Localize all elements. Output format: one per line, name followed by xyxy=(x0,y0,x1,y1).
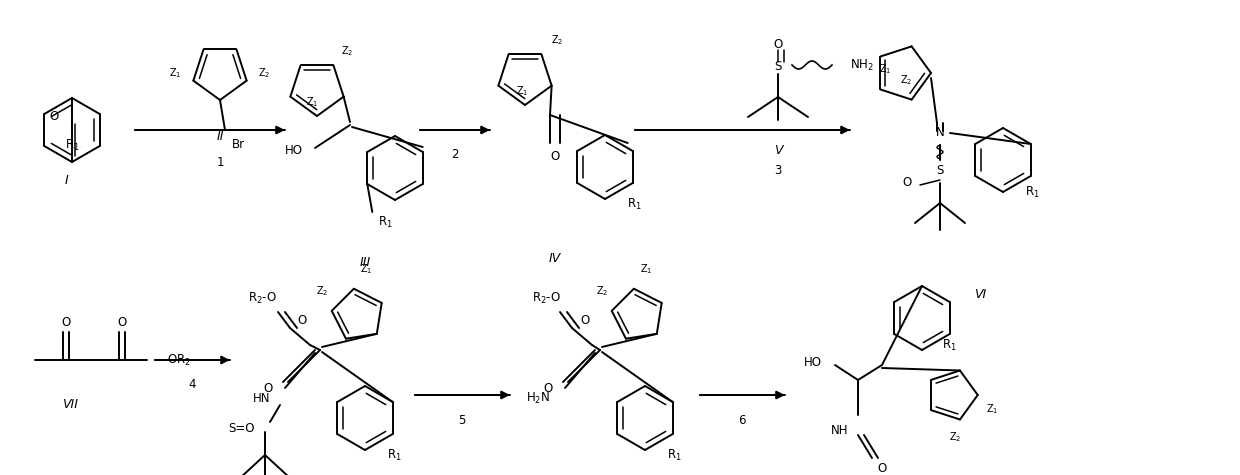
Text: O: O xyxy=(298,314,306,326)
Text: S: S xyxy=(936,163,944,177)
Text: Z$_2$: Z$_2$ xyxy=(900,73,913,86)
Text: R$_1$: R$_1$ xyxy=(64,137,79,152)
Text: Br: Br xyxy=(232,139,244,152)
Text: O: O xyxy=(263,381,273,395)
Text: NH$_2$: NH$_2$ xyxy=(849,57,874,73)
Text: 4: 4 xyxy=(188,379,196,391)
Text: O: O xyxy=(580,314,590,326)
Text: II: II xyxy=(216,131,223,143)
Text: 2: 2 xyxy=(451,149,459,162)
Text: Z$_1$: Z$_1$ xyxy=(879,63,892,76)
Text: R$_1$: R$_1$ xyxy=(378,214,393,229)
Text: Z$_2$: Z$_2$ xyxy=(595,284,608,298)
Text: Z$_1$: Z$_1$ xyxy=(640,262,652,276)
Text: R$_1$: R$_1$ xyxy=(387,447,402,463)
Text: O: O xyxy=(903,177,911,190)
Text: Z$_1$: Z$_1$ xyxy=(516,84,528,98)
Text: Z$_2$: Z$_2$ xyxy=(315,284,327,298)
Text: R$_1$: R$_1$ xyxy=(627,197,642,211)
Text: O: O xyxy=(878,462,887,475)
Text: 1: 1 xyxy=(216,155,223,169)
Text: Z$_1$: Z$_1$ xyxy=(306,95,319,109)
Text: O: O xyxy=(61,315,71,329)
Text: OR$_2$: OR$_2$ xyxy=(167,352,191,368)
Text: O: O xyxy=(50,110,58,123)
Text: R$_1$: R$_1$ xyxy=(667,447,682,463)
Text: Z$_1$: Z$_1$ xyxy=(169,66,181,79)
Text: IV: IV xyxy=(549,251,562,265)
Text: O: O xyxy=(118,315,126,329)
Text: R$_1$: R$_1$ xyxy=(1025,184,1040,200)
Text: 3: 3 xyxy=(774,163,781,177)
Text: Z$_2$: Z$_2$ xyxy=(258,66,270,79)
Text: 5: 5 xyxy=(459,414,466,427)
Text: R$_1$: R$_1$ xyxy=(942,337,957,352)
Text: Z$_2$: Z$_2$ xyxy=(949,431,961,445)
Text: VII: VII xyxy=(62,399,78,411)
Text: R$_2$-O: R$_2$-O xyxy=(248,290,277,305)
Text: Z$_1$: Z$_1$ xyxy=(986,402,998,416)
Text: 6: 6 xyxy=(738,414,745,427)
Text: N: N xyxy=(936,126,945,140)
Text: H$_2$N: H$_2$N xyxy=(526,390,551,406)
Text: HO: HO xyxy=(804,355,822,369)
Text: O: O xyxy=(551,151,559,163)
Text: HN: HN xyxy=(253,391,270,405)
Text: III: III xyxy=(360,256,371,268)
Text: HO: HO xyxy=(285,143,303,156)
Text: O: O xyxy=(774,38,782,50)
Text: Z$_2$: Z$_2$ xyxy=(552,33,564,47)
Text: NH: NH xyxy=(831,424,848,437)
Text: S=O: S=O xyxy=(228,421,255,435)
Text: Z$_2$: Z$_2$ xyxy=(341,45,353,58)
Text: O: O xyxy=(543,381,553,395)
Text: VI: VI xyxy=(973,288,986,302)
Text: I: I xyxy=(66,173,69,187)
Text: S: S xyxy=(774,60,781,74)
Text: V: V xyxy=(774,143,782,156)
Text: Z$_1$: Z$_1$ xyxy=(360,262,372,276)
Text: R$_2$-O: R$_2$-O xyxy=(532,290,560,305)
